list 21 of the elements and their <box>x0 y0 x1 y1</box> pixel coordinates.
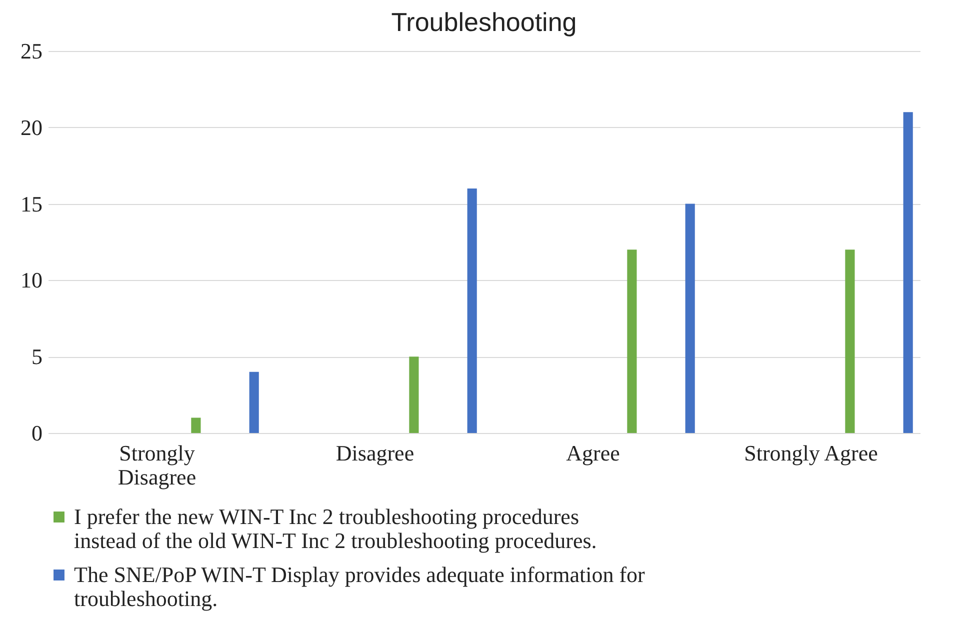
y-tick-label: 10 <box>20 268 42 293</box>
bar <box>467 188 477 433</box>
bar <box>845 250 855 433</box>
bar <box>191 418 201 433</box>
bar <box>903 112 913 433</box>
y-tick-label: 20 <box>20 114 42 140</box>
x-tick-label: Strongly Agree <box>744 440 878 466</box>
legend-label: The SNE/PoP WIN-T Display provides adequate information for troubleshooting. <box>74 562 646 611</box>
y-tick-label: 5 <box>32 344 42 370</box>
legend-label: I prefer the new WIN-T Inc 2 troubleshooting procedures instead of the old WIN-T Inc 2 troubleshooting procedures. <box>74 504 597 553</box>
bar <box>409 356 419 433</box>
bar <box>627 250 637 433</box>
bar <box>249 372 259 433</box>
y-tick-label: 25 <box>20 38 42 64</box>
y-tick-label: 0 <box>32 420 42 446</box>
x-tick-label: Strongly Disagree <box>118 440 196 490</box>
x-tick-label: Disagree <box>336 440 414 466</box>
x-tick-label: Agree <box>566 440 620 466</box>
bar <box>685 204 695 433</box>
y-tick-label: 15 <box>20 191 42 216</box>
chart-title: Troubleshooting <box>391 7 577 37</box>
